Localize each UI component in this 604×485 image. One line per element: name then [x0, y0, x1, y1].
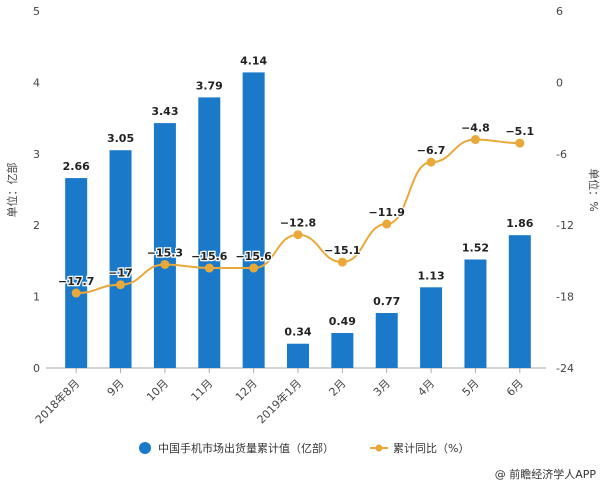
line-value-label: −6.7 — [417, 144, 446, 157]
bar-value-label: 3.79 — [196, 79, 223, 92]
bar — [287, 343, 309, 368]
y-tick-label: 2 — [33, 219, 40, 232]
y2-tick-label: 0 — [556, 76, 563, 89]
bar-value-label: 4.14 — [240, 54, 267, 67]
bar — [65, 178, 88, 368]
x-tick-label: 11月 — [189, 377, 216, 404]
x-tick-label: 9月 — [105, 377, 127, 399]
bar-value-label: 0.34 — [284, 326, 311, 339]
bar-value-label: 3.05 — [107, 132, 134, 145]
y2-tick-label: 6 — [556, 5, 563, 18]
line-point — [382, 219, 392, 229]
x-tick-label: 4月 — [415, 377, 437, 399]
line-point — [116, 280, 126, 290]
bar — [198, 97, 221, 369]
line-value-label: −15.1 — [324, 244, 360, 257]
legend-line-label: 累计同比（%） — [393, 442, 469, 455]
bar-value-label: 0.77 — [373, 295, 400, 308]
bar — [331, 333, 354, 368]
line-point — [426, 157, 436, 167]
line-value-label: −15.6 — [191, 250, 228, 263]
x-tick-label: 12月 — [233, 377, 260, 404]
line-point — [470, 135, 480, 145]
bar — [153, 123, 176, 369]
line-value-label: −12.8 — [280, 217, 316, 230]
x-tick-label: 10月 — [144, 377, 171, 404]
x-tick-label: 5月 — [460, 377, 482, 399]
y-tick-label: 0 — [33, 362, 40, 375]
line-series — [76, 138, 520, 295]
y-tick-label: 5 — [33, 5, 40, 18]
bar-value-label: 0.49 — [329, 315, 356, 328]
bar-value-label: 2.66 — [63, 160, 90, 173]
line-value-label: −4.8 — [461, 122, 490, 135]
line-point — [249, 263, 259, 273]
legend-bar-label: 中国手机市场出货量累计值（亿部） — [158, 441, 334, 455]
x-tick-label: 2019年1月 — [254, 376, 304, 426]
y2-axis-title: 单位：% — [587, 168, 601, 211]
y2-tick-label: -12 — [556, 219, 574, 232]
line-point — [337, 257, 347, 267]
bar-value-label: 1.52 — [462, 241, 489, 254]
x-tick-label: 3月 — [371, 377, 393, 399]
bar — [109, 150, 132, 368]
line-value-label: −5.1 — [505, 125, 534, 138]
line-point — [71, 288, 81, 298]
bar-value-label: 1.86 — [506, 217, 533, 230]
bar — [508, 235, 531, 368]
bar — [375, 313, 398, 368]
line-point — [515, 138, 525, 148]
y-tick-label: 1 — [33, 291, 40, 304]
y2-tick-label: -24 — [556, 362, 574, 375]
bar — [242, 72, 265, 369]
bar-value-label: 1.13 — [418, 269, 445, 282]
line-point — [293, 230, 303, 240]
bar — [420, 287, 443, 368]
bar — [464, 259, 487, 368]
line-point — [204, 263, 214, 273]
x-tick-label: 6月 — [504, 377, 526, 399]
line-value-label: −17.7 — [58, 275, 94, 288]
legend-line-point — [375, 444, 383, 452]
legend-bar-marker — [139, 442, 151, 454]
y-axis-title: 单位：亿部 — [5, 163, 19, 218]
line-value-label: −15.3 — [147, 246, 183, 259]
y-tick-label: 3 — [33, 148, 40, 161]
x-tick-label: 2月 — [327, 377, 349, 399]
y2-tick-label: -18 — [556, 291, 574, 304]
x-tick-label: 2018年8月 — [32, 376, 82, 426]
line-value-label: −17 — [108, 267, 133, 280]
y2-tick-label: -6 — [556, 148, 567, 161]
bar-value-label: 3.43 — [151, 105, 178, 118]
line-value-label: −15.6 — [235, 250, 272, 263]
line-point — [160, 259, 170, 269]
source-credit: @ 前瞻经济学人APP — [494, 468, 596, 481]
line-value-label: −11.9 — [369, 206, 405, 219]
y-tick-label: 4 — [33, 76, 40, 89]
